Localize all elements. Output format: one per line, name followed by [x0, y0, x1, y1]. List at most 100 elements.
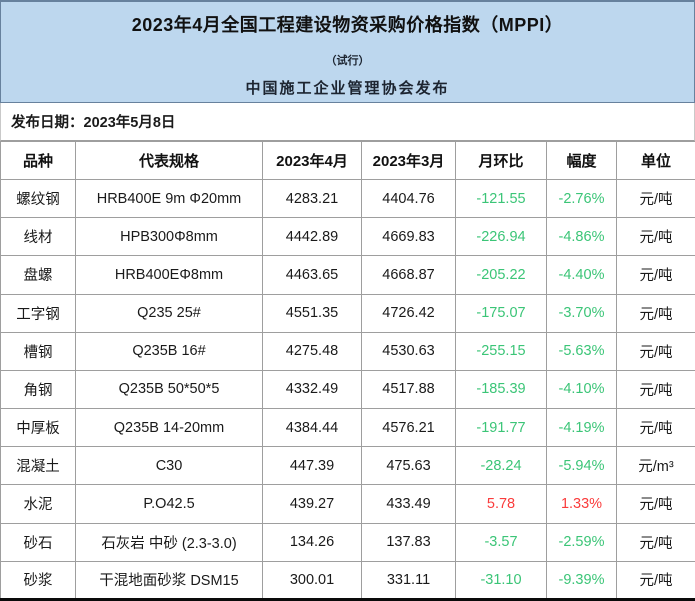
cell-mom: -175.07 — [455, 293, 547, 333]
cell-mom: -255.15 — [455, 331, 547, 371]
cell-pct: -9.39% — [546, 560, 617, 601]
cell-apr: 134.26 — [262, 522, 362, 562]
cell-unit: 元/吨 — [616, 408, 695, 448]
cell-pct: -3.70% — [546, 293, 617, 333]
table-row: 角钢 Q235B 50*50*5 4332.49 4517.88 -185.39 -4.1… — [0, 369, 695, 410]
cell-name: 工字钢 — [0, 293, 76, 333]
cell-unit: 元/吨 — [616, 178, 695, 219]
cell-pct: -4.19% — [546, 408, 617, 448]
cell-mom: 5.78 — [455, 484, 547, 524]
cell-mom: -205.22 — [455, 255, 547, 295]
table-row: 混凝土 C30 447.39 475.63 -28.24 -5.94% 元/m³ — [0, 446, 695, 486]
column-header: 单位 — [616, 141, 695, 180]
cell-spec: HPB300Φ8mm — [75, 217, 263, 257]
cell-apr: 4463.65 — [262, 255, 362, 295]
table-row: 中厚板 Q235B 14-20mm 4384.44 4576.21 -191.77 -4.… — [0, 408, 695, 448]
cell-name: 角钢 — [0, 369, 76, 410]
table-row: 砂石 石灰岩 中砂 (2.3-3.0) 134.26 137.83 -3.57 -2.59… — [0, 522, 695, 562]
cell-pct: -2.76% — [546, 178, 617, 219]
cell-spec: HRB400EΦ8mm — [75, 255, 263, 295]
column-header: 月环比 — [455, 141, 547, 180]
cell-spec: C30 — [75, 446, 263, 486]
cell-spec: Q235 25# — [75, 293, 263, 333]
table-row: 盘螺 HRB400EΦ8mm 4463.65 4668.87 -205.22 -4.40%… — [0, 255, 695, 295]
cell-mar: 137.83 — [361, 522, 456, 562]
cell-name: 螺纹钢 — [0, 178, 76, 219]
cell-apr: 4442.89 — [262, 217, 362, 257]
cell-mar: 4530.63 — [361, 331, 456, 371]
cell-mar: 4668.87 — [361, 255, 456, 295]
cell-unit: 元/吨 — [616, 484, 695, 524]
cell-unit: 元/吨 — [616, 293, 695, 333]
publisher-label: 中国施工企业管理协会发布 — [245, 79, 450, 97]
cell-pct: -4.40% — [546, 255, 617, 295]
cell-pct: -5.94% — [546, 446, 617, 486]
publish-date-label: 发布日期： — [11, 115, 84, 131]
cell-unit: 元/吨 — [616, 369, 695, 410]
cell-pct: 1.33% — [546, 484, 617, 524]
publish-date-value: 2023年5月8日 — [83, 115, 176, 131]
cell-name: 砂石 — [0, 522, 76, 562]
cell-spec: HRB400E 9m Φ20mm — [75, 178, 263, 219]
cell-name: 槽钢 — [0, 331, 76, 371]
cell-name: 混凝土 — [0, 446, 76, 486]
cell-mar: 4517.88 — [361, 369, 456, 410]
cell-mom: -3.57 — [455, 522, 547, 562]
cell-mom: -31.10 — [455, 560, 547, 601]
trial-label: （试行） — [325, 54, 370, 67]
cell-unit: 元/吨 — [616, 217, 695, 257]
cell-mar: 331.11 — [361, 560, 456, 601]
cell-mar: 4669.83 — [361, 217, 456, 257]
cell-mom: -185.39 — [455, 369, 547, 410]
table-row: 槽钢 Q235B 16# 4275.48 4530.63 -255.15 -5.63% 元/… — [0, 331, 695, 371]
cell-mom: -226.94 — [455, 217, 547, 257]
table-header-row: 品种 代表规格 2023年4月 2023年3月 月环比 幅度 单位 — [0, 141, 695, 180]
cell-pct: -5.63% — [546, 331, 617, 371]
cell-pct: -4.86% — [546, 217, 617, 257]
cell-apr: 4384.44 — [262, 408, 362, 448]
cell-mar: 4404.76 — [361, 178, 456, 219]
cell-unit: 元/吨 — [616, 560, 695, 601]
cell-apr: 4551.35 — [262, 293, 362, 333]
cell-name: 水泥 — [0, 484, 76, 524]
cell-spec: Q235B 14-20mm — [75, 408, 263, 448]
column-header: 幅度 — [546, 141, 617, 180]
cell-apr: 4283.21 — [262, 178, 362, 219]
cell-spec: 石灰岩 中砂 (2.3-3.0) — [75, 522, 263, 562]
cell-unit: 元/吨 — [616, 331, 695, 371]
publish-date-row: 发布日期： 2023年5月8日 — [0, 103, 695, 141]
cell-mom: -191.77 — [455, 408, 547, 448]
cell-apr: 439.27 — [262, 484, 362, 524]
cell-mar: 475.63 — [361, 446, 456, 486]
column-header: 2023年3月 — [361, 141, 456, 180]
table-row: 螺纹钢 HRB400E 9m Φ20mm 4283.21 4404.76 -121.55… — [0, 178, 695, 219]
page-title: 2023年4月全国工程建设物资采购价格指数（MPPI） — [131, 15, 564, 35]
cell-mom: -28.24 — [455, 446, 547, 486]
cell-spec: 干混地面砂浆 DSM15 — [75, 560, 263, 601]
cell-apr: 447.39 — [262, 446, 362, 486]
cell-unit: 元/吨 — [616, 255, 695, 295]
cell-spec: Q235B 16# — [75, 331, 263, 371]
column-header: 品种 — [0, 141, 76, 180]
cell-name: 线材 — [0, 217, 76, 257]
price-index-table: 品种 代表规格 2023年4月 2023年3月 月环比 幅度 单位 螺纹钢 HRB400E 9… — [0, 141, 695, 601]
cell-name: 砂浆 — [0, 560, 76, 601]
cell-mar: 4726.42 — [361, 293, 456, 333]
cell-apr: 300.01 — [262, 560, 362, 601]
cell-apr: 4275.48 — [262, 331, 362, 371]
cell-name: 盘螺 — [0, 255, 76, 295]
cell-pct: -4.10% — [546, 369, 617, 410]
column-header: 代表规格 — [75, 141, 263, 180]
column-header: 2023年4月 — [262, 141, 362, 180]
table-row: 工字钢 Q235 25# 4551.35 4726.42 -175.07 -3.70% 元/… — [0, 293, 695, 333]
cell-pct: -2.59% — [546, 522, 617, 562]
table-row: 线材 HPB300Φ8mm 4442.89 4669.83 -226.94 -4.86% 元… — [0, 217, 695, 257]
cell-apr: 4332.49 — [262, 369, 362, 410]
table-row: 砂浆 干混地面砂浆 DSM15 300.01 331.11 -31.10 -9.39% 元/… — [0, 560, 695, 601]
price-table-body: 螺纹钢 HRB400E 9m Φ20mm 4283.21 4404.76 -121.55… — [0, 178, 695, 601]
cell-spec: P.O42.5 — [75, 484, 263, 524]
banner: 2023年4月全国工程建设物资采购价格指数（MPPI） （试行） 中国施工企业管… — [0, 0, 695, 103]
cell-mar: 4576.21 — [361, 408, 456, 448]
cell-spec: Q235B 50*50*5 — [75, 369, 263, 410]
